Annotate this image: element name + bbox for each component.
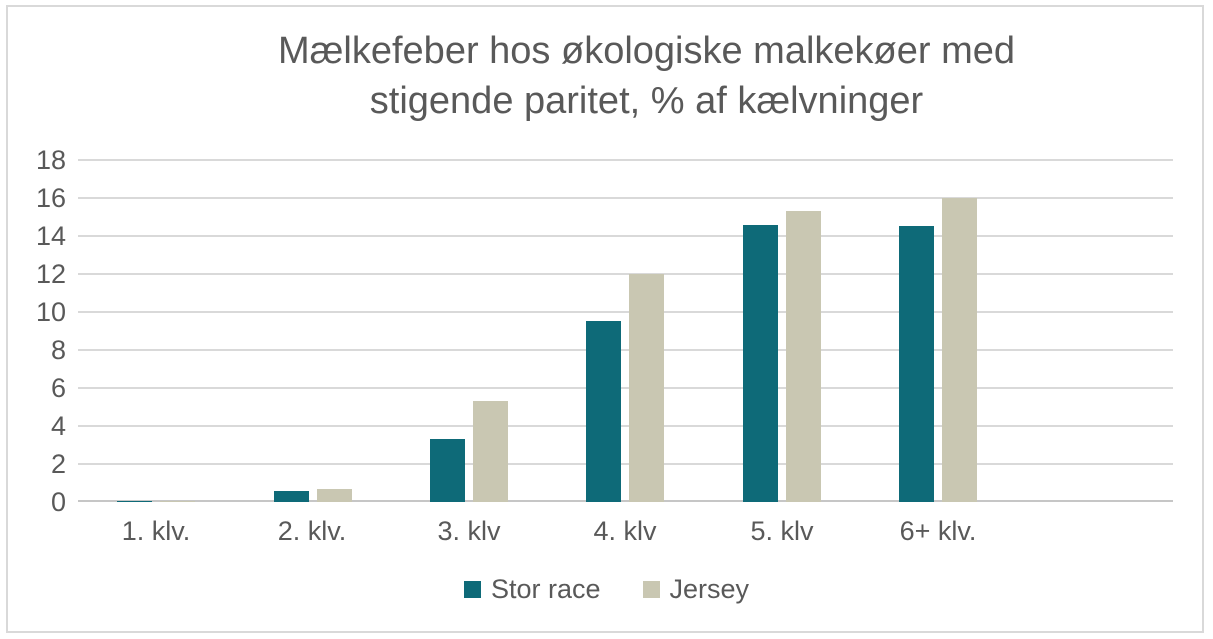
x-tick-label: 1. klv. xyxy=(121,516,191,546)
x-axis-line xyxy=(78,500,1173,502)
gridline xyxy=(78,349,1173,351)
x-tick-label: 4. klv xyxy=(593,516,657,546)
gridline xyxy=(78,197,1173,199)
gridline xyxy=(78,425,1173,427)
x-tick-label: 2. klv. xyxy=(277,516,347,546)
gridline xyxy=(78,159,1173,161)
legend-swatch-jersey-icon xyxy=(642,580,660,598)
bar-stor-race xyxy=(117,501,152,502)
bar-group xyxy=(274,160,352,502)
x-tick-label: 5. klv xyxy=(750,516,814,546)
bar-stor-race xyxy=(586,321,621,502)
gridline xyxy=(78,273,1173,275)
legend-item-jersey: Jersey xyxy=(642,574,750,604)
gridline xyxy=(78,387,1173,389)
bar-group xyxy=(899,160,977,502)
y-tick-label: 16 xyxy=(35,183,66,213)
bar-stor-race xyxy=(899,226,934,502)
y-tick-label: 10 xyxy=(35,297,66,327)
legend-label-jersey: Jersey xyxy=(669,574,750,604)
chart-title-line-2: stigende paritet, % af kælvninger xyxy=(369,80,924,122)
legend-label-stor-race: Stor race xyxy=(490,574,601,604)
bar-group xyxy=(117,160,195,502)
bar-stor-race xyxy=(430,439,465,502)
legend-swatch-stor-race-icon xyxy=(463,580,481,598)
x-tick-label: 6+ klv. xyxy=(899,516,977,546)
bar-stor-race xyxy=(743,225,778,502)
bar-group xyxy=(430,160,508,502)
plot-area xyxy=(78,159,1173,502)
y-tick-label: 18 xyxy=(35,145,66,175)
gridline xyxy=(78,235,1173,237)
bar-jersey xyxy=(786,211,821,502)
bar-jersey xyxy=(629,274,664,502)
y-tick-label: 4 xyxy=(50,411,66,441)
legend: Stor race Jersey xyxy=(0,574,1213,604)
bar-jersey xyxy=(317,489,352,502)
bar-group xyxy=(586,160,664,502)
chart-title-line-1: Mælkefeber hos økologiske malkekøer med xyxy=(277,30,1016,72)
y-tick-label: 8 xyxy=(50,335,66,365)
x-tick-label: 3. klv xyxy=(437,516,501,546)
gridline xyxy=(78,311,1173,313)
gridline xyxy=(78,463,1173,465)
bar-jersey xyxy=(160,501,195,502)
y-tick-label: 0 xyxy=(50,487,66,517)
bar-jersey xyxy=(942,198,977,502)
bar-stor-race xyxy=(274,491,309,502)
chart-title: Mælkefeber hos økologiske malkekøer med … xyxy=(80,26,1213,126)
y-tick-label: 2 xyxy=(50,449,66,479)
bar-group xyxy=(743,160,821,502)
y-tick-label: 12 xyxy=(35,259,66,289)
legend-item-stor-race: Stor race xyxy=(463,574,601,604)
bar-jersey xyxy=(473,401,508,502)
y-tick-label: 14 xyxy=(35,221,66,251)
y-tick-label: 6 xyxy=(50,373,66,403)
